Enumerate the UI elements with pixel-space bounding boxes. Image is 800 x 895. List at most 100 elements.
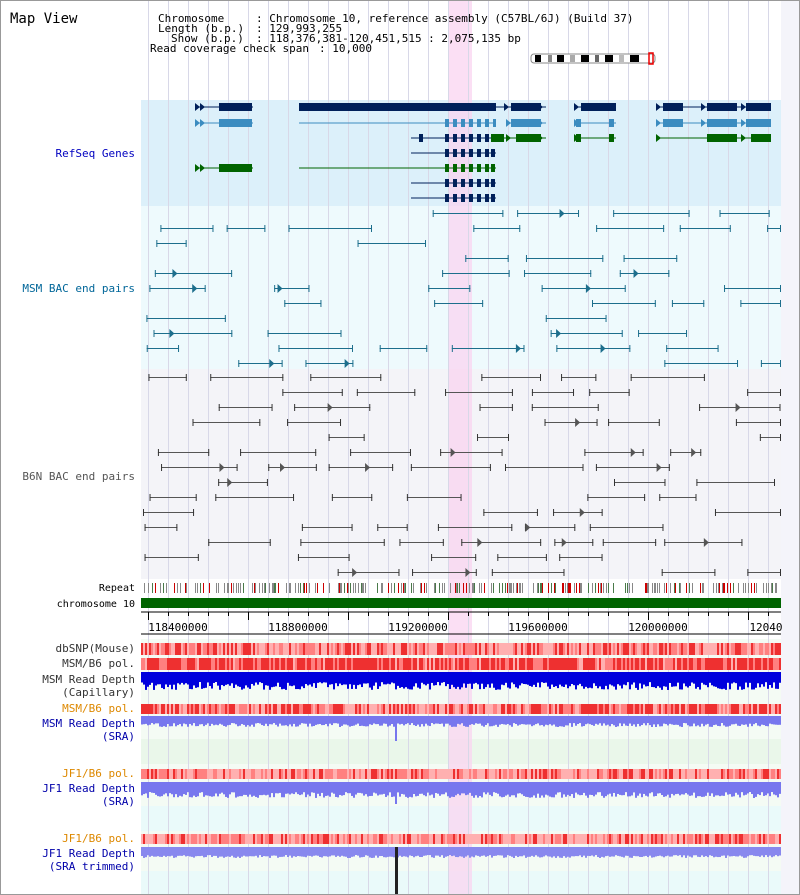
ideogram-band	[581, 55, 589, 62]
track-label-msm-bac[interactable]: MSM BAC end pairs	[22, 282, 135, 295]
depth-bar	[543, 782, 545, 798]
depth-bar	[401, 716, 403, 724]
strip-cell	[585, 704, 587, 714]
track-label-jf1-b6-pol[interactable]: JF1/B6 pol.	[62, 767, 135, 780]
depth-bar	[523, 782, 525, 796]
strip-cell	[699, 769, 701, 779]
strip-cell	[579, 704, 581, 714]
track-label-msm-b6-pol[interactable]: MSM/B6 pol.	[62, 657, 135, 670]
strip-cell	[227, 704, 229, 714]
strip-cell	[195, 704, 197, 714]
strip-cell	[603, 704, 605, 714]
strip-cell	[769, 658, 771, 670]
track-label-repeat[interactable]: Repeat	[98, 583, 135, 594]
track-label-jf1-depth-sra[interactable]: JF1 Read Depth	[42, 782, 135, 795]
strip-cell	[463, 704, 465, 714]
track-label-jf1-b6-pol-2[interactable]: JF1/B6 pol.	[62, 832, 135, 845]
depth-bar	[633, 782, 635, 793]
depth-bar	[289, 672, 291, 686]
strip-cell	[439, 769, 441, 779]
strip-cell	[743, 658, 745, 670]
strip-cell	[563, 834, 565, 844]
strip-cell	[371, 769, 373, 779]
strip-cell	[763, 658, 765, 670]
strip-cell	[687, 643, 689, 655]
depth-bar	[591, 672, 593, 689]
strip-cell	[591, 658, 593, 670]
strip-cell	[349, 643, 351, 655]
strip-cell	[723, 643, 725, 655]
depth-bar	[495, 847, 497, 856]
strip-cell	[463, 643, 465, 655]
strip-cell	[659, 769, 661, 779]
depth-bar	[405, 672, 407, 688]
strip-cell	[771, 834, 773, 844]
track-label-refseq[interactable]: RefSeq Genes	[55, 147, 135, 160]
depth-bar	[547, 716, 549, 726]
strip-cell	[607, 834, 609, 844]
strip-cell	[323, 769, 325, 779]
strip-cell	[649, 643, 651, 655]
depth-bar	[695, 847, 697, 856]
strip-cell	[247, 769, 249, 779]
strip-cell	[645, 658, 647, 670]
depth-bar	[331, 716, 333, 726]
track-label-msm-depth-capillary[interactable]: MSM Read Depth	[42, 673, 135, 686]
depth-bar	[667, 847, 669, 856]
depth-bar	[515, 847, 517, 856]
strip-cell	[415, 658, 417, 670]
track-label-msm-depth-sra[interactable]: MSM Read Depth	[42, 717, 135, 730]
msm-bac-pairs	[146, 209, 781, 368]
strip-cell	[323, 704, 325, 714]
strip-cell	[303, 769, 305, 779]
strip-cell	[587, 834, 589, 844]
track-label-msm-b6-pol-2[interactable]: MSM/B6 pol.	[62, 702, 135, 715]
strip-cell	[497, 704, 499, 714]
depth-bar	[487, 672, 489, 685]
strip-cell	[161, 658, 163, 670]
strip-cell	[731, 834, 733, 844]
depth-bar	[277, 847, 279, 858]
strip-cell	[743, 704, 745, 714]
strip-cell	[521, 769, 523, 779]
gene-row-1d	[656, 103, 771, 111]
depth-bar	[333, 847, 335, 856]
depth-bar	[295, 716, 297, 727]
depth-bar	[301, 716, 303, 724]
depth-bar	[751, 716, 753, 727]
depth-bar	[587, 782, 589, 798]
strip-cell	[505, 704, 507, 714]
strip-cell	[413, 834, 415, 844]
track-label-dbsnp[interactable]: dbSNP(Mouse)	[55, 642, 135, 655]
track-label-b6n-bac[interactable]: B6N BAC end pairs	[22, 470, 135, 483]
strip-cell	[647, 658, 649, 670]
strip-cell	[661, 643, 663, 655]
depth-bar	[623, 782, 625, 796]
strip-cell	[411, 643, 413, 655]
strip-cell	[679, 769, 681, 779]
strip-cell	[311, 704, 313, 714]
strip-cell	[601, 769, 603, 779]
strip-cell	[579, 643, 581, 655]
depth-bar	[361, 782, 363, 794]
strip-cell	[541, 643, 543, 655]
depth-bar	[497, 672, 499, 690]
strip-cell	[619, 658, 621, 670]
repeat-element	[629, 583, 630, 593]
depth-bar	[281, 782, 283, 798]
track-label-jf1-depth-trimmed[interactable]: JF1 Read Depth	[42, 847, 135, 860]
strip-cell	[561, 643, 563, 655]
depth-bar	[233, 672, 235, 688]
strip-cell	[653, 769, 655, 779]
strip-cell	[287, 834, 289, 844]
depth-bar	[755, 847, 757, 857]
strip-cell	[419, 834, 421, 844]
strip-cell	[507, 643, 509, 655]
depth-bar	[739, 716, 741, 727]
strip-cell	[363, 704, 365, 714]
depth-bar	[343, 716, 345, 725]
strip-cell	[591, 769, 593, 779]
strip-cell	[531, 704, 533, 714]
gene-strand-arrow	[741, 134, 746, 142]
